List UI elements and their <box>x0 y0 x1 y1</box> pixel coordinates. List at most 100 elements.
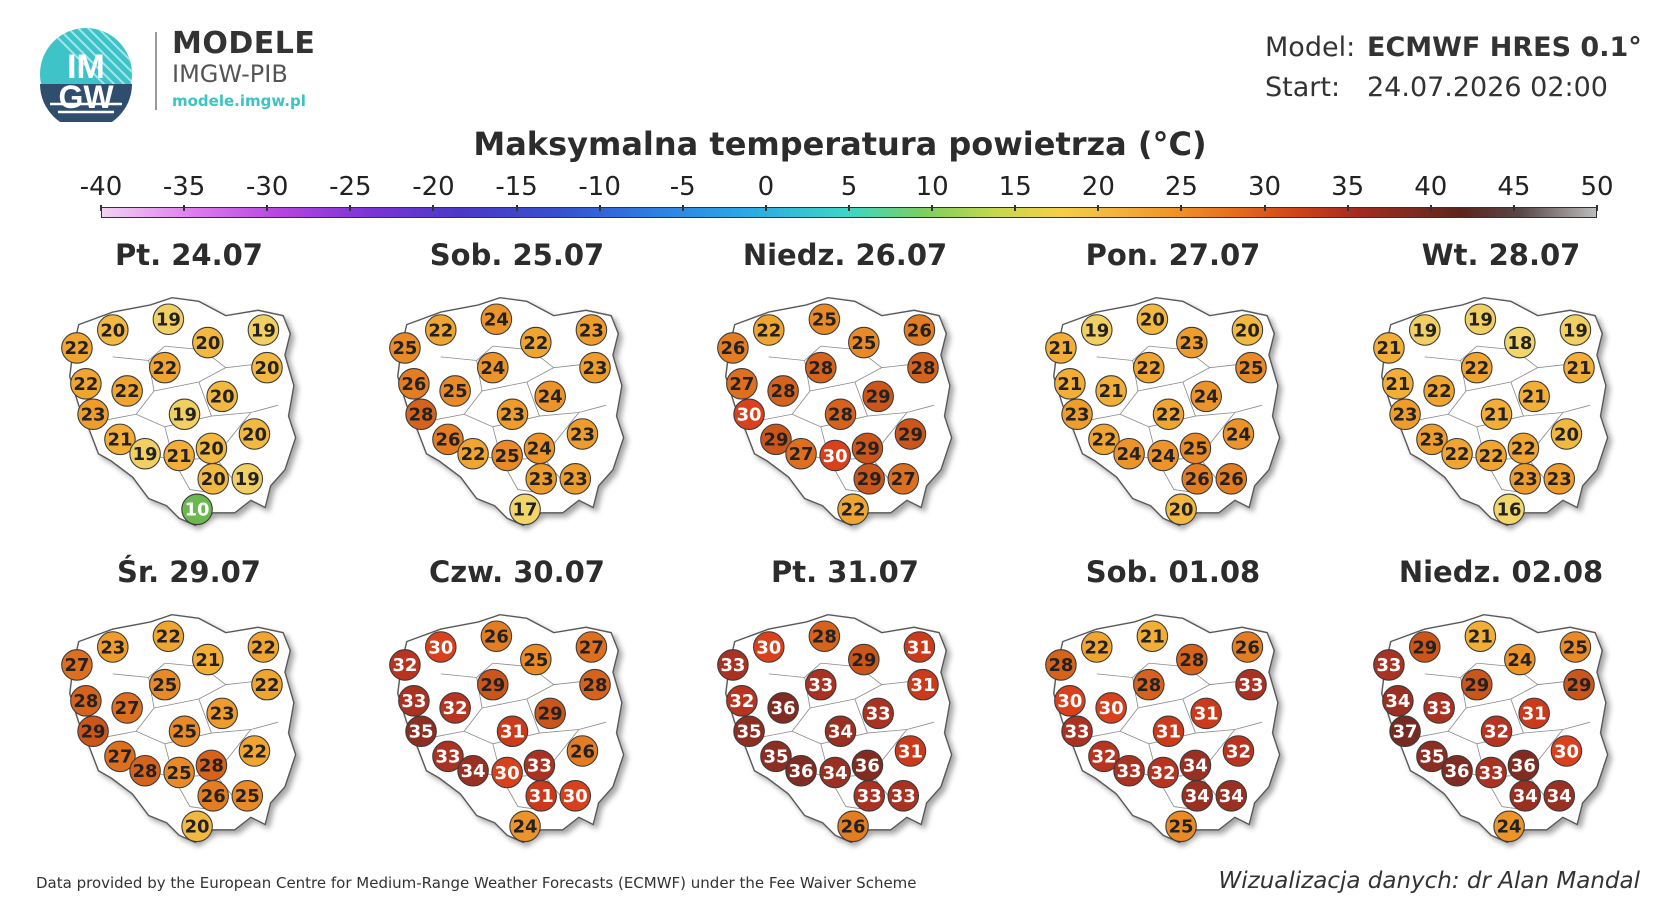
station-temperature-marker: 30 <box>1550 735 1583 767</box>
temperature-value: 34 <box>1219 786 1244 807</box>
temperature-value: 28 <box>812 627 837 648</box>
temperature-value: 25 <box>235 786 260 807</box>
temperature-value: 36 <box>1445 761 1470 782</box>
station-temperature-marker: 21 <box>104 423 136 456</box>
temperature-value: 26 <box>1185 469 1210 490</box>
temperature-value: 27 <box>729 374 754 395</box>
region-border <box>1510 698 1590 734</box>
station-temperature-marker: 25 <box>491 439 523 472</box>
temperature-value: 22 <box>115 381 140 402</box>
temperature-value: 31 <box>529 786 554 807</box>
region-border <box>481 684 554 709</box>
day-title: Pt. 31.07 <box>771 555 919 589</box>
station-temperature-marker: 23 <box>566 418 599 450</box>
station-temperature-marker: 31 <box>525 780 557 812</box>
temperature-value: 27 <box>64 655 89 676</box>
temperature-value: 28 <box>828 405 853 426</box>
station-temperature-marker: 21 <box>1095 375 1127 407</box>
station-temperature-marker: 29 <box>1461 668 1493 701</box>
temperature-value: 28 <box>1136 675 1161 696</box>
station-temperature-marker: 23 <box>579 351 611 384</box>
station-temperature-marker: 21 <box>1480 398 1513 431</box>
temperature-value: 29 <box>763 430 788 451</box>
station-temperature-marker: 21 <box>1045 332 1077 364</box>
station-temperature-marker: 22 <box>1423 375 1455 407</box>
day-title: Wt. 28.07 <box>1421 238 1581 272</box>
region-border <box>112 345 166 361</box>
region-border <box>198 381 278 417</box>
colorbar-tick <box>183 205 186 211</box>
colorbar-tick <box>598 205 601 211</box>
station-temperature-marker: 20 <box>251 351 283 384</box>
station-temperature-marker: 22 <box>1475 439 1507 472</box>
station-temperature-marker: 33 <box>862 697 894 730</box>
station-temperature-marker: 21 <box>1518 380 1550 413</box>
station-temperature-marker: 22 <box>152 620 185 653</box>
colorbar-tick <box>764 205 767 211</box>
temperature-value: 31 <box>907 637 932 658</box>
station-temperature-marker: 24 <box>477 351 509 384</box>
station-temperature-marker: 27 <box>104 740 136 773</box>
colorbar-label: 50 <box>1580 172 1614 202</box>
temperature-value: 34 <box>823 763 848 784</box>
temperature-value: 31 <box>1156 722 1181 743</box>
station-temperature-marker: 22 <box>425 314 457 346</box>
temperature-value: 25 <box>392 338 417 359</box>
station-temperature-marker: 20 <box>97 314 129 346</box>
forecast-day-panel: Czw. 30.07 32 30 26 27 25 28 33 32 29 29 35 31 33 30 26… <box>372 555 662 865</box>
station-temperature-marker: 36 <box>1507 749 1540 782</box>
station-temperature-marker: 20 <box>1165 493 1197 526</box>
region-border <box>198 698 278 734</box>
brand-url[interactable]: modele.imgw.pl <box>172 92 306 110</box>
forecast-day-panel: Sob. 25.07 25 22 24 23 22 23 26 25 24 24 28 23 26 25 23… <box>372 238 662 548</box>
temperature-value: 24 <box>1117 444 1142 465</box>
temperature-value: 23 <box>1393 405 1418 426</box>
temperature-value: 22 <box>756 320 781 341</box>
station-temperature-marker: 19 <box>1081 314 1113 346</box>
temperature-value: 24 <box>1226 424 1251 445</box>
station-temperature-marker: 24 <box>1504 643 1536 676</box>
temperature-value: 28 <box>771 381 796 402</box>
temperature-value: 24 <box>480 358 505 379</box>
day-title: Sob. 01.08 <box>1085 555 1261 589</box>
temperature-value: 20 <box>210 387 235 408</box>
station-temperature-marker: 24 <box>1147 439 1179 472</box>
temperature-value: 20 <box>100 320 125 341</box>
station-temperature-marker: 31 <box>1152 715 1185 748</box>
station-temperature-marker: 24 <box>480 303 513 336</box>
temperature-value: 21 <box>1468 627 1493 648</box>
station-temperature-marker: 23 <box>559 463 592 495</box>
temperature-value: 10 <box>185 500 210 521</box>
temperature-value: 36 <box>789 761 814 782</box>
station-temperature-marker: 20 <box>206 380 238 413</box>
temperature-value: 26 <box>435 430 460 451</box>
station-temperature-marker: 25 <box>808 303 841 336</box>
region-border <box>1424 345 1478 361</box>
station-temperature-marker: 32 <box>1147 756 1179 789</box>
temperature-value: 21 <box>1099 381 1124 402</box>
region-border <box>1182 381 1262 417</box>
temperature-value: 32 <box>392 655 417 676</box>
temperature-value: 30 <box>756 637 781 658</box>
temperature-value: 24 <box>527 439 552 460</box>
brand-name: MODELE <box>172 26 316 61</box>
temperature-value: 25 <box>1183 439 1208 460</box>
imgw-logo: IM GW <box>36 26 136 130</box>
station-temperature-marker: 25 <box>163 756 195 789</box>
colorbar-tick <box>349 205 352 211</box>
temperature-value: 32 <box>729 691 754 712</box>
station-temperature-marker: 23 <box>97 631 129 663</box>
temperature-value: 23 <box>570 424 595 445</box>
temperature-value: 24 <box>1507 650 1532 671</box>
temperature-value: 33 <box>1239 675 1264 696</box>
temperature-value: 19 <box>1468 310 1493 331</box>
temperature-value: 28 <box>73 691 98 712</box>
station-temperature-marker: 31 <box>894 735 927 767</box>
station-temperature-marker: 26 <box>432 423 464 456</box>
station-temperature-marker: 27 <box>785 437 817 470</box>
station-temperature-marker: 22 <box>1081 631 1113 663</box>
station-temperature-marker: 27 <box>887 463 920 495</box>
station-temperature-marker: 31 <box>903 631 936 663</box>
